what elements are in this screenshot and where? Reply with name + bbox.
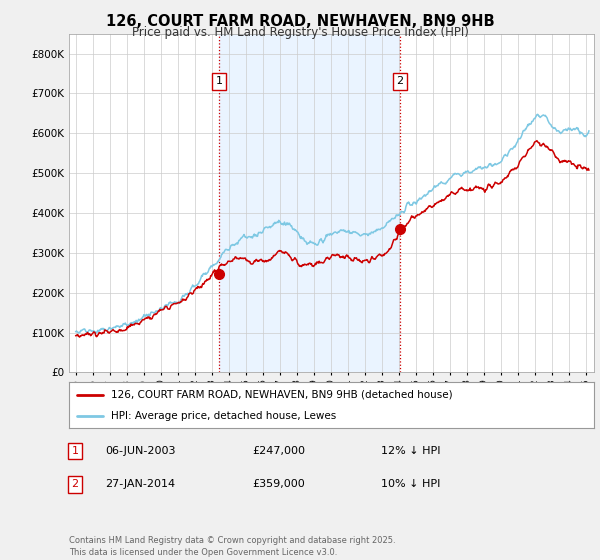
Bar [219,34,400,372]
Text: 27-JAN-2014: 27-JAN-2014 [105,479,175,489]
Text: 06-JUN-2003: 06-JUN-2003 [105,446,176,456]
Text: 1: 1 [215,76,223,86]
Text: 10% ↓ HPI: 10% ↓ HPI [381,479,440,489]
Text: 2: 2 [71,479,79,489]
Text: HPI: Average price, detached house, Lewes: HPI: Average price, detached house, Lewe… [111,411,336,421]
Text: £359,000: £359,000 [252,479,305,489]
Text: Price paid vs. HM Land Registry's House Price Index (HPI): Price paid vs. HM Land Registry's House … [131,26,469,39]
Text: 2: 2 [397,76,404,86]
Text: 126, COURT FARM ROAD, NEWHAVEN, BN9 9HB: 126, COURT FARM ROAD, NEWHAVEN, BN9 9HB [106,14,494,29]
Text: 1: 1 [71,446,79,456]
Text: £247,000: £247,000 [252,446,305,456]
Text: Contains HM Land Registry data © Crown copyright and database right 2025.
This d: Contains HM Land Registry data © Crown c… [69,536,395,557]
Text: 12% ↓ HPI: 12% ↓ HPI [381,446,440,456]
Text: 126, COURT FARM ROAD, NEWHAVEN, BN9 9HB (detached house): 126, COURT FARM ROAD, NEWHAVEN, BN9 9HB … [111,390,452,400]
